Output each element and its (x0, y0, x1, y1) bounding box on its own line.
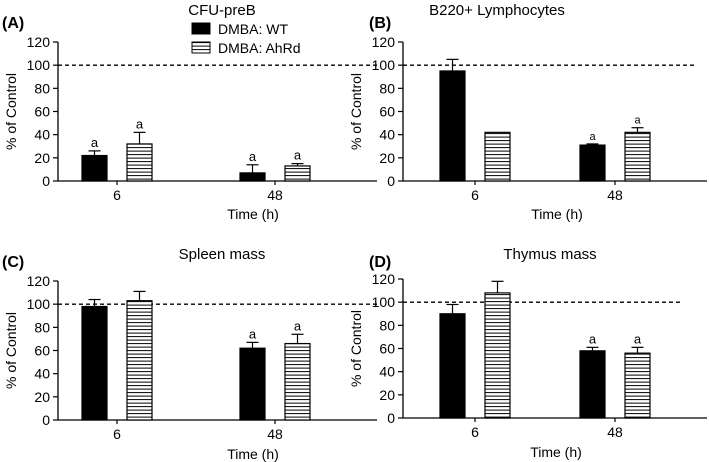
y-tick-label: 20 (34, 150, 50, 166)
bar-ahrd-48 (624, 131, 651, 182)
y-tick-label: 100 (27, 57, 51, 73)
y-tick-label: 100 (372, 294, 396, 310)
y-tick-label: 40 (34, 127, 50, 143)
x-tick-label: 48 (607, 187, 623, 203)
y-axis-label: % of Control (3, 73, 19, 150)
legend-label-ahrd: DMBA: AhRd (218, 40, 300, 56)
bar-ahrd-48 (284, 165, 311, 182)
bar-wt-48 (579, 144, 606, 182)
bar-ahrd-6 (484, 131, 511, 182)
x-tick-label: 6 (471, 187, 479, 203)
y-tick-label: 120 (372, 271, 396, 287)
bar-ahrd-48 (624, 352, 651, 419)
chart-title: CFU-preB (188, 2, 256, 19)
significance-label: a (634, 331, 642, 346)
significance-label: a (589, 131, 596, 143)
chart-panel-1: (A) CFU-preB 0 20 40 60 80 100 120 % of Control a a… (2, 2, 377, 222)
x-tick-label: 48 (267, 426, 283, 442)
y-tick-label: 0 (387, 173, 395, 189)
chart-title: B220+ Lymphocytes (429, 2, 565, 19)
panel-letter: (C) (2, 254, 24, 271)
significance-label: a (91, 135, 99, 150)
x-axis-label: Time (h) (227, 206, 279, 222)
x-axis-label: Time (h) (530, 444, 582, 460)
chart-panel-4: (D) Thymus mass 0 20 40 60 80 100 120 % of Contro… (348, 246, 707, 460)
chart-title: Thymus mass (503, 246, 596, 263)
y-tick-label: 40 (379, 127, 395, 143)
bar-ahrd-6 (126, 143, 153, 182)
bar-wt-6 (439, 70, 466, 182)
y-axis-label: % of Control (348, 310, 364, 387)
legend-swatch-wt (191, 22, 211, 35)
legend: DMBA: WT DMBA: AhRd (191, 21, 300, 56)
significance-label: a (249, 326, 257, 341)
y-tick-label: 0 (42, 412, 50, 428)
y-tick-label: 20 (34, 389, 50, 405)
y-tick-label: 80 (379, 317, 395, 333)
bar-wt-48 (239, 347, 266, 421)
y-tick-label: 80 (34, 80, 50, 96)
x-tick-label: 48 (607, 424, 623, 440)
y-tick-label: 60 (34, 343, 50, 359)
x-tick-label: 48 (267, 187, 283, 203)
x-axis-label: Time (h) (227, 446, 279, 462)
significance-label: a (294, 318, 302, 333)
y-tick-label: 120 (372, 34, 396, 50)
y-tick-label: 60 (379, 341, 395, 357)
bar-wt-48 (239, 172, 266, 182)
y-tick-label: 80 (34, 319, 50, 335)
y-tick-label: 0 (42, 173, 50, 189)
panel-letter: (B) (369, 15, 391, 32)
significance-label: a (294, 148, 302, 163)
y-tick-label: 60 (34, 104, 50, 120)
panel-letter: (D) (369, 254, 391, 271)
y-tick-label: 100 (372, 57, 396, 73)
bar-wt-48 (579, 350, 606, 419)
y-axis-label: % of Control (348, 73, 364, 150)
y-tick-label: 0 (387, 410, 395, 426)
x-axis-label: Time (h) (531, 206, 583, 222)
significance-label: a (589, 331, 597, 346)
bar-wt-6 (439, 313, 466, 419)
panel-letter: (A) (2, 15, 24, 32)
y-tick-label: 60 (379, 104, 395, 120)
y-tick-label: 120 (27, 273, 51, 289)
bar-ahrd-6 (126, 300, 153, 421)
x-tick-label: 6 (471, 424, 479, 440)
chart-panel-3: (C) Spleen mass 0 20 40 60 80 100 120 % of Contro… (2, 246, 377, 462)
bar-ahrd-48 (284, 342, 311, 421)
significance-label: a (136, 116, 144, 131)
bar-wt-6 (81, 305, 108, 421)
legend-label-wt: DMBA: WT (218, 21, 288, 37)
y-tick-label: 20 (379, 150, 395, 166)
chart-panel-2: (B) B220+ Lymphocytes 0 20 40 60 80 100 120 % of … (348, 2, 707, 222)
bar-wt-6 (81, 154, 108, 182)
y-tick-label: 120 (27, 34, 51, 50)
chart-title: Spleen mass (179, 246, 266, 263)
y-tick-label: 80 (379, 80, 395, 96)
y-tick-label: 40 (379, 364, 395, 380)
legend-swatch-ahrd (191, 41, 211, 54)
bar-ahrd-6 (484, 292, 511, 419)
y-tick-label: 100 (27, 296, 51, 312)
x-tick-label: 6 (113, 187, 121, 203)
y-tick-label: 40 (34, 366, 50, 382)
x-tick-label: 6 (113, 426, 121, 442)
significance-label: a (634, 115, 641, 127)
significance-label: a (249, 149, 257, 164)
y-tick-label: 20 (379, 387, 395, 403)
y-axis-label: % of Control (3, 312, 19, 389)
